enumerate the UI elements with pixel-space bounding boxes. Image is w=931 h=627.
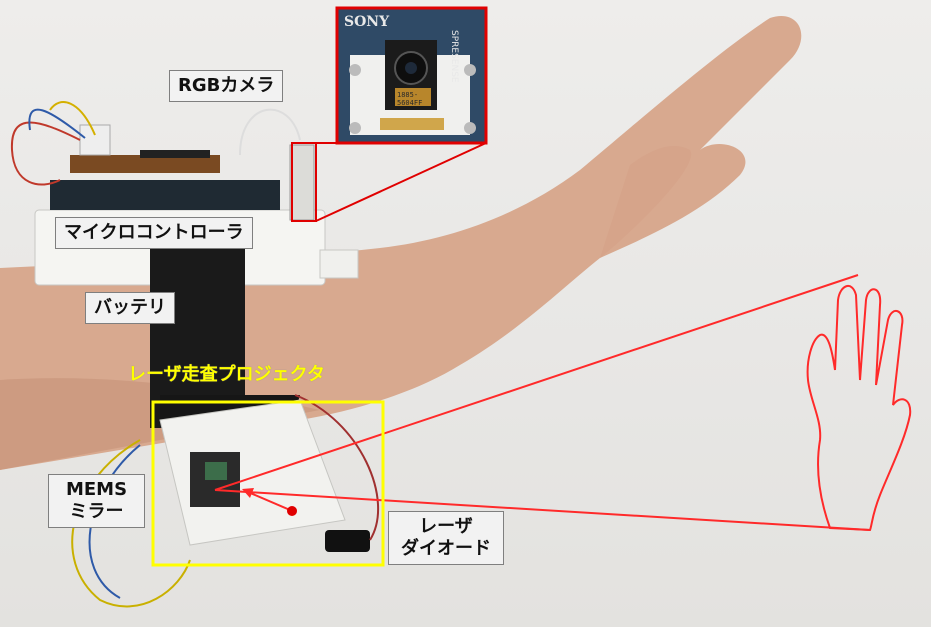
label-rgb-camera: RGBカメラ — [169, 70, 284, 102]
camera-highlight-box — [291, 142, 317, 222]
laser-source-dot — [287, 506, 297, 516]
label-laser-diode-line1: レーザ — [419, 516, 473, 537]
label-laser-diode-line2: ダイオード — [401, 538, 491, 559]
wire-red — [10, 121, 81, 186]
inset-board-name: SPRESENSE — [449, 30, 459, 83]
wire-blue — [28, 108, 86, 139]
projector-bracket — [159, 399, 346, 546]
label-mems-line1: MEMS — [65, 479, 128, 500]
inset-chip-text-2: 5604FF — [397, 99, 422, 107]
wire-yellow — [49, 101, 96, 136]
connector — [79, 124, 111, 156]
label-laser-diode: レーザ ダイオード — [388, 511, 504, 565]
thumb — [600, 145, 692, 258]
camera-inset-zoom: SONY SPRESENSE 1885- 5604FF — [335, 6, 488, 145]
arduino-board — [50, 180, 280, 210]
projection-beam-top — [214, 274, 859, 491]
label-microcontroller: マイクロコントローラ — [55, 217, 253, 249]
wire-bundle-right — [294, 394, 380, 541]
pcb-board — [70, 155, 220, 173]
label-laser-scanning-projector: レーザ走査プロジェクタ — [128, 364, 325, 385]
header-pins — [140, 150, 210, 158]
laser-diode-body — [325, 530, 370, 552]
projector-highlight-box — [151, 400, 385, 567]
inset-brand: SONY — [344, 14, 390, 30]
device-case-side — [319, 249, 359, 279]
wire-white — [239, 108, 301, 156]
label-battery: バッテリ — [85, 292, 175, 324]
mems-mirror-chip — [205, 462, 227, 480]
label-mems-mirror: MEMS ミラー — [48, 474, 145, 528]
laser-beam-arrow — [247, 491, 291, 511]
camera-module — [289, 144, 315, 221]
laser-arrow-head — [242, 488, 254, 498]
callout-line-bottom — [315, 142, 487, 222]
label-mems-line2: ミラー — [69, 501, 124, 522]
inset-chip-text-1: 1885- — [397, 91, 418, 99]
projection-beam-bottom — [214, 489, 871, 531]
projected-hand-outline — [806, 285, 912, 532]
